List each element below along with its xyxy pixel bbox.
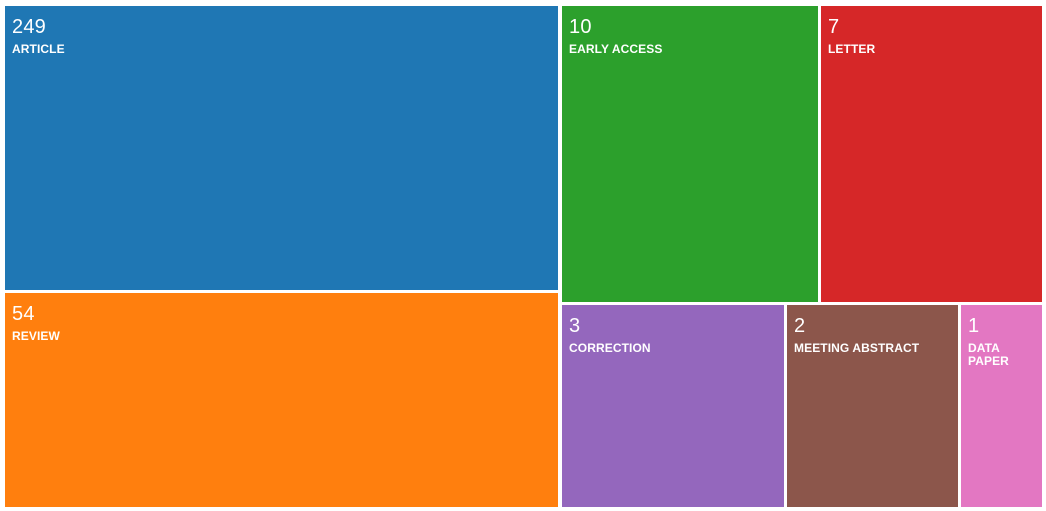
treemap-tile-early-access[interactable]: 10 EARLY ACCESS xyxy=(562,6,818,302)
tile-label: DATA PAPER xyxy=(968,341,1009,368)
tile-label: CORRECTION xyxy=(569,341,651,355)
tile-label: ARTICLE xyxy=(12,42,65,56)
tile-value: 249 xyxy=(12,16,46,38)
treemap-tile-review[interactable]: 54 REVIEW xyxy=(5,293,558,507)
treemap-tile-data-paper[interactable]: 1 DATA PAPER xyxy=(961,305,1042,507)
tile-value: 54 xyxy=(12,303,35,325)
tile-value: 7 xyxy=(828,16,840,38)
tile-value: 1 xyxy=(968,315,980,337)
tile-label: MEETING ABSTRACT xyxy=(794,341,920,355)
treemap-tile-letter[interactable]: 7 LETTER xyxy=(821,6,1042,302)
tile-label: EARLY ACCESS xyxy=(569,42,663,56)
tile-value: 2 xyxy=(794,315,806,337)
tile-label: REVIEW xyxy=(12,329,60,343)
tile-value: 10 xyxy=(569,16,592,38)
treemap-tile-meeting-abstract[interactable]: 2 MEETING ABSTRACT xyxy=(787,305,958,507)
treemap-tile-correction[interactable]: 3 CORRECTION xyxy=(562,305,784,507)
tile-label: LETTER xyxy=(828,42,876,56)
treemap-tile-article[interactable]: 249 ARTICLE xyxy=(5,6,558,290)
tile-value: 3 xyxy=(569,315,581,337)
